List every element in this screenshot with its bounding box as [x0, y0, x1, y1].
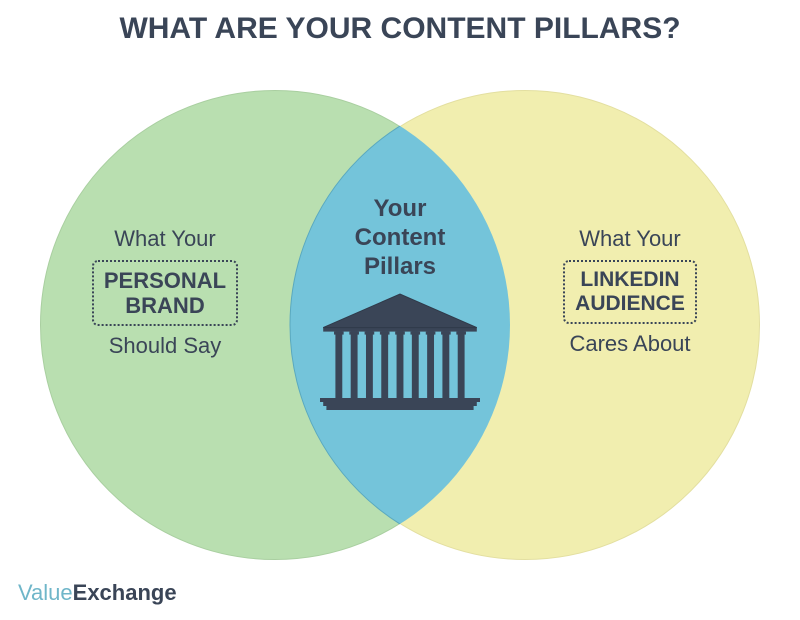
brand-part1: Value [18, 580, 73, 605]
infographic-canvas: { "type": "venn", "canvas": { "width": 8… [0, 0, 800, 620]
pillar-building-icon [320, 290, 480, 410]
right-label-top: What Your [520, 225, 740, 254]
left-label-boxed: PERSONALBRAND [92, 260, 238, 327]
right-label-bottom: Cares About [520, 330, 740, 359]
center-label: Your Content Pillars [320, 195, 480, 281]
brand-part2: Exchange [73, 580, 177, 605]
right-circle-label: What Your LINKEDINAUDIENCE Cares About [520, 225, 740, 358]
left-label-bottom: Should Say [65, 332, 265, 361]
center-label-line1: Your [374, 195, 427, 222]
left-label-top: What Your [65, 225, 265, 254]
right-label-boxed: LINKEDINAUDIENCE [563, 260, 697, 324]
brand-logo: ValueExchange [18, 580, 177, 606]
left-circle-label: What Your PERSONALBRAND Should Say [65, 225, 265, 361]
center-label-line2: Content [355, 224, 446, 251]
center-label-line3: Pillars [364, 253, 436, 280]
